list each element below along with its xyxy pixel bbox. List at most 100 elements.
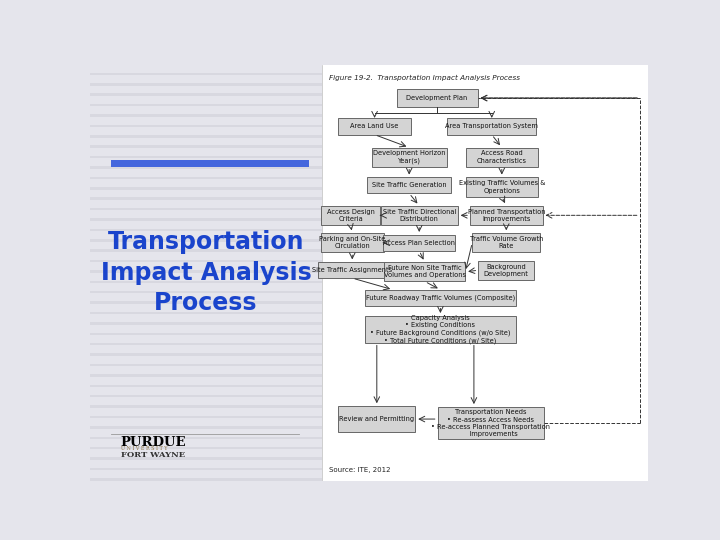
- Bar: [90, 431, 322, 434]
- Bar: [90, 208, 322, 210]
- Text: Source: ITE, 2012: Source: ITE, 2012: [329, 467, 390, 473]
- Bar: [90, 244, 322, 247]
- Bar: [90, 447, 322, 449]
- Bar: [90, 119, 322, 122]
- Bar: [90, 83, 322, 85]
- Bar: [90, 343, 322, 346]
- FancyBboxPatch shape: [470, 206, 543, 225]
- Bar: [90, 265, 322, 267]
- FancyBboxPatch shape: [318, 262, 387, 278]
- Bar: [90, 218, 322, 221]
- Text: Development Horizon
Year(s): Development Horizon Year(s): [373, 150, 446, 164]
- Text: Figure 19-2.  Transportation Impact Analysis Process: Figure 19-2. Transportation Impact Analy…: [329, 75, 520, 81]
- Bar: [111, 160, 310, 167]
- FancyBboxPatch shape: [365, 290, 516, 306]
- Bar: [90, 452, 322, 455]
- Bar: [90, 410, 322, 413]
- Bar: [90, 93, 322, 96]
- Text: Transportation
Impact Analysis
Process: Transportation Impact Analysis Process: [101, 230, 312, 315]
- Bar: [90, 436, 322, 439]
- Text: Area Transportation System: Area Transportation System: [446, 123, 538, 130]
- Bar: [90, 353, 322, 356]
- Bar: [90, 307, 322, 309]
- Bar: [90, 145, 322, 148]
- Bar: [90, 333, 322, 335]
- FancyBboxPatch shape: [381, 206, 458, 225]
- Bar: [90, 68, 322, 70]
- Bar: [90, 109, 322, 112]
- Text: Review and Permitting: Review and Permitting: [339, 416, 415, 422]
- Bar: [90, 255, 322, 257]
- Bar: [90, 348, 322, 350]
- Bar: [90, 457, 322, 460]
- Bar: [90, 166, 322, 168]
- Bar: [90, 234, 322, 237]
- FancyBboxPatch shape: [472, 233, 540, 252]
- Bar: [90, 317, 322, 320]
- Bar: [90, 322, 322, 325]
- Bar: [90, 73, 322, 75]
- Bar: [90, 135, 322, 138]
- Bar: [90, 202, 322, 205]
- Bar: [90, 421, 322, 423]
- Bar: [90, 426, 322, 429]
- Bar: [90, 395, 322, 397]
- Bar: [90, 260, 322, 262]
- Bar: [90, 125, 322, 127]
- Bar: [90, 374, 322, 377]
- Bar: [322, 65, 648, 481]
- Bar: [90, 296, 322, 299]
- Bar: [90, 192, 322, 195]
- Bar: [90, 301, 322, 304]
- Bar: [90, 338, 322, 340]
- Text: Capacity Analysis
• Existing Conditions
• Future Background Conditions (w/o Site: Capacity Analysis • Existing Conditions …: [370, 315, 510, 343]
- Bar: [90, 249, 322, 252]
- Bar: [90, 198, 322, 200]
- Text: Future Roadway Traffic Volumes (Composite): Future Roadway Traffic Volumes (Composit…: [366, 294, 515, 301]
- Text: Site Traffic Assignments: Site Traffic Assignments: [312, 267, 392, 273]
- FancyBboxPatch shape: [338, 118, 411, 134]
- Bar: [90, 213, 322, 215]
- Bar: [90, 463, 322, 465]
- FancyBboxPatch shape: [321, 233, 384, 252]
- Bar: [90, 416, 322, 418]
- Bar: [90, 114, 322, 117]
- FancyBboxPatch shape: [365, 316, 516, 342]
- Bar: [90, 359, 322, 361]
- FancyBboxPatch shape: [383, 235, 456, 251]
- Text: FORT WAYNE: FORT WAYNE: [121, 451, 185, 459]
- Text: Development Plan: Development Plan: [407, 95, 468, 101]
- Bar: [90, 390, 322, 392]
- Bar: [90, 281, 322, 283]
- Text: Traffic Volume Growth
Rate: Traffic Volume Growth Rate: [469, 236, 543, 249]
- Bar: [90, 161, 322, 164]
- Bar: [90, 239, 322, 241]
- Bar: [90, 478, 322, 481]
- Bar: [90, 172, 322, 174]
- FancyBboxPatch shape: [321, 206, 380, 225]
- FancyBboxPatch shape: [384, 262, 465, 281]
- Text: Access Design
Criteria: Access Design Criteria: [327, 208, 374, 222]
- Bar: [90, 99, 322, 101]
- Text: Access Plan Selection: Access Plan Selection: [383, 240, 455, 246]
- FancyBboxPatch shape: [438, 407, 544, 440]
- FancyBboxPatch shape: [367, 178, 451, 193]
- Bar: [90, 270, 322, 273]
- Bar: [90, 151, 322, 153]
- Bar: [90, 224, 322, 226]
- FancyBboxPatch shape: [466, 147, 538, 167]
- Text: Access Road
Characteristics: Access Road Characteristics: [477, 151, 527, 164]
- Bar: [90, 177, 322, 179]
- FancyBboxPatch shape: [478, 261, 534, 280]
- Text: PURDUE: PURDUE: [121, 436, 186, 449]
- FancyBboxPatch shape: [466, 178, 538, 197]
- Bar: [90, 400, 322, 403]
- Bar: [90, 275, 322, 278]
- Text: Future Non Site Traffic
Volumes and Operations: Future Non Site Traffic Volumes and Oper…: [384, 265, 466, 279]
- FancyBboxPatch shape: [447, 118, 536, 134]
- Text: Area Land Use: Area Land Use: [351, 123, 399, 130]
- Text: Parking and On-Site
Circulation: Parking and On-Site Circulation: [319, 236, 385, 249]
- Bar: [90, 442, 322, 444]
- Bar: [90, 380, 322, 382]
- Bar: [90, 406, 322, 408]
